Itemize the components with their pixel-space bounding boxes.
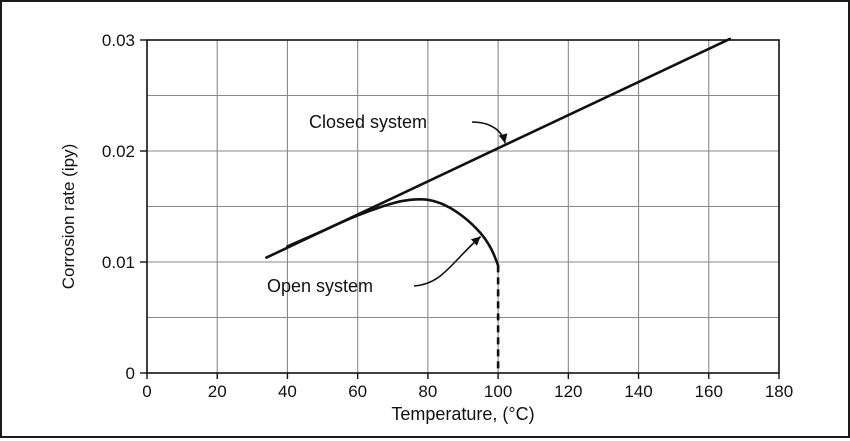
y-axis-label: Corrosion rate (ipy) — [59, 144, 78, 290]
x-tick-label: 40 — [278, 382, 297, 401]
y-tick-label: 0 — [126, 364, 135, 383]
x-tick-label: 140 — [624, 382, 652, 401]
annotations: Closed system Open system — [267, 112, 508, 296]
closed-system-label: Closed system — [309, 112, 427, 132]
x-tick-label: 180 — [765, 382, 793, 401]
open-system-leader — [413, 235, 482, 287]
y-axis-ticks: 0 0.01 0.02 0.03 — [102, 31, 147, 383]
x-tick-label: 120 — [554, 382, 582, 401]
open-system-line — [286, 197, 500, 267]
x-axis-ticks: 0 20 40 60 80 100 120 140 160 180 — [142, 373, 793, 401]
plot-area-border — [146, 39, 780, 374]
open-system-arrowhead — [470, 236, 481, 246]
x-tick-label: 20 — [208, 382, 227, 401]
open-system-label: Open system — [267, 276, 373, 296]
x-tick-label: 100 — [484, 382, 512, 401]
closed-system-arrowhead — [498, 133, 508, 144]
x-axis-label: Temperature, (°C) — [391, 404, 534, 424]
x-tick-label: 80 — [418, 382, 437, 401]
x-tick-label: 60 — [348, 382, 367, 401]
series — [265, 37, 732, 373]
y-tick-label: 0.02 — [102, 142, 135, 161]
x-tick-label: 0 — [142, 382, 151, 401]
grid — [147, 40, 779, 373]
corrosion-chart: 0 20 40 60 80 100 120 140 160 180 0 0.01 0.02 0.03 C… — [59, 31, 793, 424]
y-tick-label: 0.01 — [102, 253, 135, 272]
x-tick-label: 160 — [695, 382, 723, 401]
y-tick-label: 0.03 — [102, 31, 135, 50]
closed-system-leader — [471, 121, 506, 144]
